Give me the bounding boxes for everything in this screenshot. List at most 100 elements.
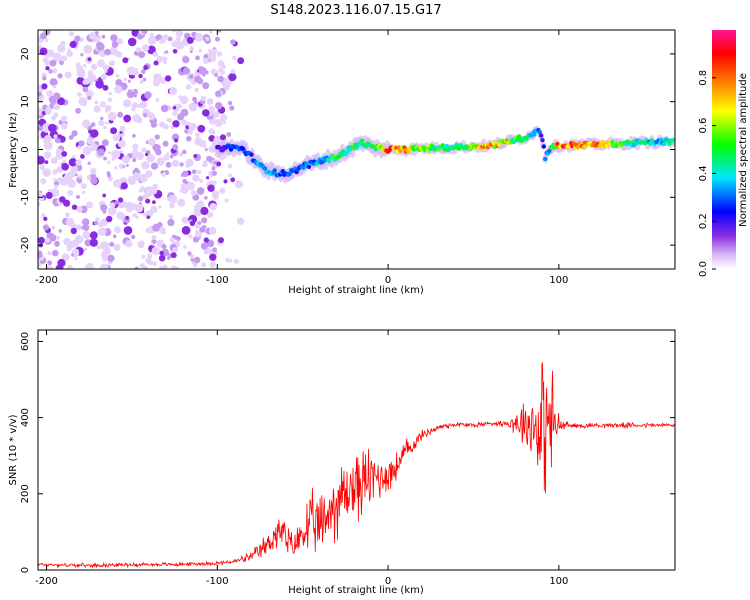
heatmap-noise-cell — [135, 116, 143, 124]
heatmap-noise-cell — [214, 73, 218, 77]
snr-panel: -200 -100 0 100 0 200 400 600 Height of straig… — [8, 329, 676, 596]
heatmap-noise-cell — [104, 48, 112, 56]
heatmap-noise-cell — [160, 104, 169, 113]
heatmap-noise-cell — [135, 215, 139, 219]
heatmap-ridge-cell — [440, 143, 445, 148]
heatmap-noise-region — [38, 30, 245, 269]
heatmap-noise-cell — [47, 251, 52, 256]
heatmap-noise-cell — [113, 226, 121, 234]
heatmap-noise-cell — [110, 34, 118, 42]
heatmap-noise-cell — [87, 73, 97, 83]
heatmap-noise-cell — [188, 234, 193, 239]
heatmap-noise-cell — [171, 30, 177, 33]
heatmap-noise-cell — [137, 195, 144, 202]
heatmap-noise-cell — [55, 235, 60, 240]
heatmap-ridge-cell — [537, 129, 542, 135]
heatmap-noise-cell — [159, 265, 164, 269]
heatmap-noise-cell — [193, 207, 202, 217]
heatmap-noise-cell — [44, 107, 52, 115]
heatmap-noise-cell — [125, 164, 129, 167]
heatmap-noise-cell — [189, 220, 196, 227]
heatmap-noise-cell — [60, 115, 68, 123]
heatmap-noise-cell — [108, 91, 112, 96]
heatmap-noise-cell — [130, 234, 136, 240]
heatmap-noise-cell — [64, 71, 72, 79]
heatmap-noise-cell — [197, 169, 202, 174]
heatmap-noise-cell — [133, 94, 137, 98]
heatmap-noise-cell — [208, 135, 216, 142]
heatmap-noise-cell — [146, 215, 151, 219]
heatmap-noise-cell — [95, 80, 104, 89]
heatmap-noise-cell — [125, 226, 132, 234]
heatmap-noise-cell — [150, 162, 159, 170]
heatmap-noise-cell — [52, 249, 59, 257]
heatmap-noise-cell — [134, 203, 144, 213]
snr-series-line — [38, 362, 675, 569]
heatmap-noise-cell — [80, 154, 85, 159]
heatmap-noise-cell — [227, 163, 233, 169]
snr-y-tick-label: 400 — [20, 408, 31, 427]
heatmap-noise-cell — [82, 230, 91, 239]
heatmap-noise-cell — [41, 83, 48, 90]
heatmap-y-tick-label: 0 — [20, 146, 31, 152]
heatmap-noise-cell — [214, 36, 220, 42]
heatmap-noise-cell — [108, 60, 115, 67]
heatmap-noise-cell — [209, 202, 217, 211]
heatmap-noise-cell — [61, 253, 70, 262]
heatmap-noise-cell — [204, 148, 208, 152]
heatmap-noise-cell — [206, 211, 214, 218]
heatmap-noise-cell — [150, 121, 157, 128]
heatmap-noise-cell — [139, 101, 148, 109]
heatmap-noise-cell — [117, 111, 124, 118]
heatmap-noise-cell — [185, 84, 192, 90]
heatmap-noise-cell — [107, 206, 117, 216]
heatmap-noise-cell — [48, 69, 53, 74]
heatmap-noise-cell — [112, 234, 117, 239]
heatmap-noise-cell — [90, 168, 97, 175]
heatmap-noise-cell — [125, 240, 133, 248]
heatmap-noise-cell — [208, 145, 216, 153]
heatmap-noise-cell — [218, 237, 224, 244]
heatmap-noise-cell — [177, 198, 186, 207]
heatmap-noise-cell — [46, 265, 53, 269]
heatmap-noise-cell — [84, 239, 92, 247]
heatmap-noise-cell — [78, 97, 88, 106]
heatmap-noise-cell — [107, 111, 117, 121]
heatmap-noise-cell — [101, 34, 106, 39]
heatmap-noise-cell — [38, 126, 43, 132]
heatmap-noise-cell — [39, 164, 45, 171]
heatmap-noise-cell — [67, 48, 72, 52]
heatmap-noise-cell — [61, 163, 69, 171]
heatmap-noise-cell — [134, 167, 139, 173]
heatmap-noise-cell — [208, 128, 215, 135]
heatmap-noise-cell — [174, 138, 179, 143]
heatmap-noise-cell — [125, 215, 130, 220]
heatmap-noise-cell — [139, 240, 144, 245]
heatmap-noise-cell — [230, 69, 236, 74]
heatmap-noise-cell — [97, 148, 105, 156]
heatmap-noise-cell — [185, 136, 192, 142]
heatmap-noise-cell — [169, 202, 175, 209]
snr-frame — [37, 329, 676, 571]
heatmap-noise-cell — [57, 258, 66, 268]
heatmap-noise-cell — [59, 60, 64, 66]
heatmap-noise-cell — [163, 154, 169, 161]
heatmap-noise-cell — [195, 55, 200, 61]
snr-x-tick-label: -200 — [35, 576, 58, 587]
heatmap-noise-cell — [142, 113, 148, 118]
heatmap-noise-cell — [123, 77, 127, 82]
heatmap-noise-cell — [132, 158, 137, 163]
heatmap-noise-cell — [78, 140, 85, 147]
heatmap-noise-cell — [71, 155, 76, 160]
heatmap-noise-cell — [211, 166, 216, 171]
heatmap-noise-cell — [188, 122, 197, 131]
heatmap-noise-cell — [86, 137, 94, 145]
heatmap-ridge-cell — [600, 139, 605, 145]
heatmap-noise-cell — [216, 30, 222, 33]
heatmap-noise-cell — [198, 48, 202, 53]
heatmap-noise-cell — [196, 187, 205, 195]
heatmap-noise-cell — [85, 262, 94, 269]
heatmap-noise-cell — [193, 154, 198, 158]
heatmap-noise-cell — [208, 227, 217, 235]
